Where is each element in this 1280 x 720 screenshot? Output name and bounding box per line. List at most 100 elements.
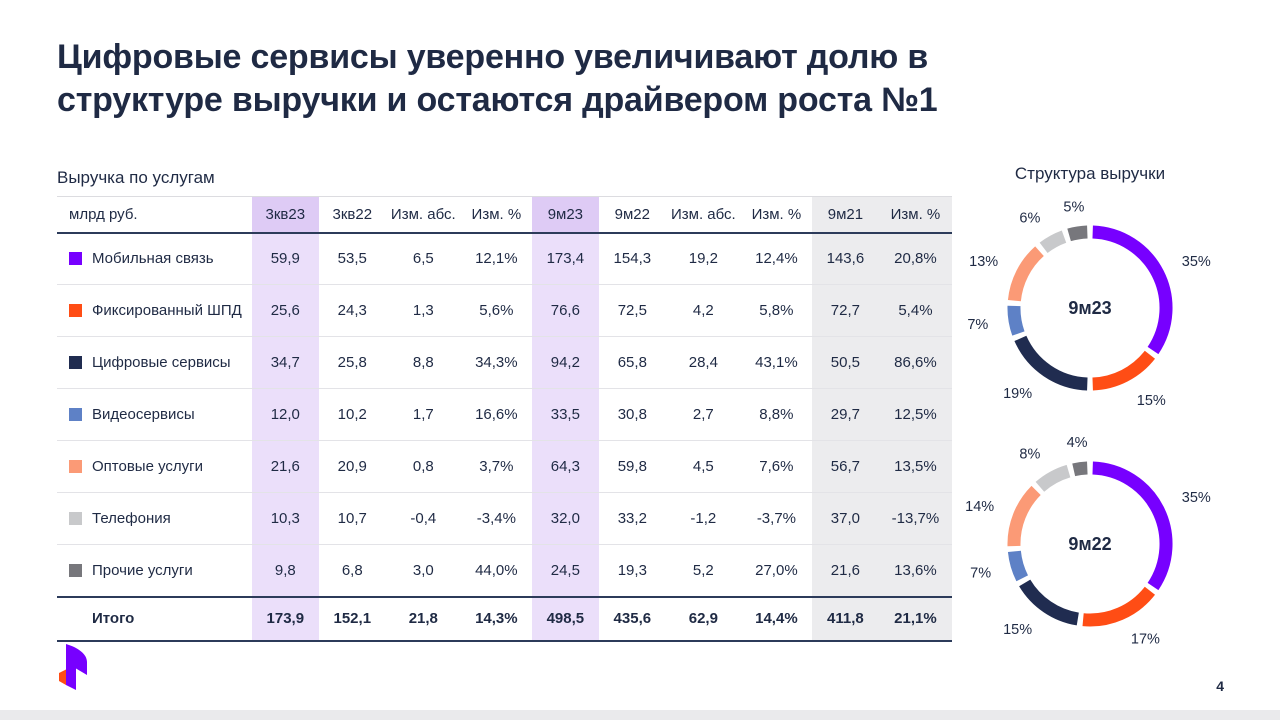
donut-chart: 35% 17% 15% 7% 14% 8% 4% 9м22	[965, 435, 1211, 648]
donut-percentage-label: 5%	[1063, 199, 1084, 215]
table-cell: 9,8	[251, 544, 319, 597]
legend-swatch	[69, 563, 82, 577]
table-cell: 33,5	[531, 388, 599, 441]
table-cell: 65,8	[598, 336, 666, 389]
rostelecom-logo	[57, 644, 89, 690]
row-label-cell: Прочие услуги	[57, 544, 252, 597]
donut-percentage-label: 15%	[1003, 622, 1032, 638]
donut-chart: 35% 15% 19% 7% 13% 6% 5% 9м23	[967, 199, 1211, 409]
table-cell: 27,0%	[740, 544, 812, 597]
column-header: Изм. абс.	[665, 196, 741, 234]
total-cell: 21,8	[385, 595, 461, 642]
donut-percentage-label: 7%	[970, 566, 991, 582]
column-header: Изм. %	[460, 196, 532, 234]
table-cell: 19,2	[665, 232, 741, 285]
row-label-cell: Мобильная связь	[57, 232, 252, 285]
donut-percentage-label: 35%	[1182, 254, 1211, 270]
row-label-cell: Телефония	[57, 492, 252, 545]
table-cell: 154,3	[598, 232, 666, 285]
table-cell: 21,6	[811, 544, 879, 597]
table-cell: 10,7	[318, 492, 386, 545]
total-cell: 498,5	[531, 595, 599, 642]
table-cell: 6,5	[385, 232, 461, 285]
total-cell: 411,8	[811, 595, 879, 642]
table-cell: 12,0	[251, 388, 319, 441]
table-cell: 4,5	[665, 440, 741, 493]
table-row: Оптовые услуги 21,6 20,9 0,8 3,7% 64,3 59,8 4,5…	[57, 440, 952, 493]
table-cell: 3,7%	[460, 440, 532, 493]
donut-segment	[1092, 225, 1173, 355]
bottom-strip	[0, 710, 1280, 720]
total-cell: 62,9	[665, 595, 741, 642]
table-body: Мобильная связь 59,9 53,5 6,5 12,1% 173,4 154,…	[57, 232, 952, 597]
table-cell: -1,2	[665, 492, 741, 545]
total-cell: 173,9	[251, 595, 319, 642]
table-cell: 13,5%	[878, 440, 952, 493]
table-cell: 5,4%	[878, 284, 952, 337]
donut-segment	[1019, 579, 1080, 626]
table-cell: -3,7%	[740, 492, 812, 545]
column-header: 3кв23	[251, 196, 319, 234]
table-cell: 12,4%	[740, 232, 812, 285]
column-header: 3кв22	[318, 196, 386, 234]
donut-percentage-label: 13%	[969, 254, 998, 270]
row-label: Мобильная связь	[92, 250, 214, 268]
table-cell: 1,7	[385, 388, 461, 441]
donut-percentage-label: 15%	[1137, 393, 1166, 409]
table-cell: -0,4	[385, 492, 461, 545]
table-cell: 43,1%	[740, 336, 812, 389]
table-cell: 33,2	[598, 492, 666, 545]
donut-segment	[1007, 305, 1025, 336]
legend-swatch	[69, 252, 82, 266]
table-cell: 4,2	[665, 284, 741, 337]
table-cell: 25,6	[251, 284, 319, 337]
table-cell: 72,5	[598, 284, 666, 337]
table-cell: 76,6	[531, 284, 599, 337]
row-label-cell: Цифровые сервисы	[57, 336, 252, 389]
donut-center-label: 9м22	[1068, 534, 1111, 554]
column-header: Изм. %	[878, 196, 952, 234]
table-cell: 21,6	[251, 440, 319, 493]
table-cell: 64,3	[531, 440, 599, 493]
logo-purple-ribbon	[66, 644, 87, 690]
charts-section-title: Структура выручки	[1014, 164, 1166, 183]
table-cell: 25,8	[318, 336, 386, 389]
table-cell: 32,0	[531, 492, 599, 545]
table-cell: 5,8%	[740, 284, 812, 337]
table-cell: 34,7	[251, 336, 319, 389]
table-cell: 30,8	[598, 388, 666, 441]
table-cell: 13,6%	[878, 544, 952, 597]
donut-center-label: 9м23	[1068, 298, 1111, 318]
row-label: Цифровые сервисы	[92, 354, 231, 371]
donut-percentage-label: 4%	[1067, 435, 1088, 451]
table-cell: 2,7	[665, 388, 741, 441]
rostelecom-logo-glyph	[59, 644, 87, 690]
slide-title-line1: Цифровые сервисы уверенно увеличивают до…	[57, 38, 929, 76]
row-label: Прочие услуги	[92, 561, 193, 579]
table-cell: 59,9	[251, 232, 319, 285]
total-cell: 14,3%	[460, 595, 532, 642]
donut-segment	[1039, 230, 1067, 254]
table-cell: 53,5	[318, 232, 386, 285]
table-cell: 12,5%	[878, 388, 952, 441]
legend-swatch	[69, 304, 82, 317]
table-cell: 3,0	[385, 544, 461, 597]
table-cell: 50,5	[811, 336, 879, 389]
table-cell: 94,2	[531, 336, 599, 389]
table-cell: 37,0	[811, 492, 879, 545]
table-cell: 28,4	[665, 336, 741, 389]
table-cell: 86,6%	[878, 336, 952, 389]
slide-title-line2: структуре выручки и остаются драйвером р…	[57, 80, 938, 119]
table-cell: 6,8	[318, 544, 386, 597]
donut-segment	[1082, 586, 1156, 627]
table-cell: 20,8%	[878, 232, 952, 285]
table-cell: 143,6	[811, 232, 879, 285]
table-cell: 10,2	[318, 388, 386, 441]
donut-segment	[1035, 464, 1071, 492]
donut-segment	[1092, 350, 1156, 391]
total-cell: 152,1	[318, 595, 386, 642]
donut-segment	[1092, 461, 1173, 591]
donut-percentage-label: 17%	[1131, 632, 1160, 648]
table-cell: 72,7	[811, 284, 879, 337]
table-cell: 16,6%	[460, 388, 532, 441]
